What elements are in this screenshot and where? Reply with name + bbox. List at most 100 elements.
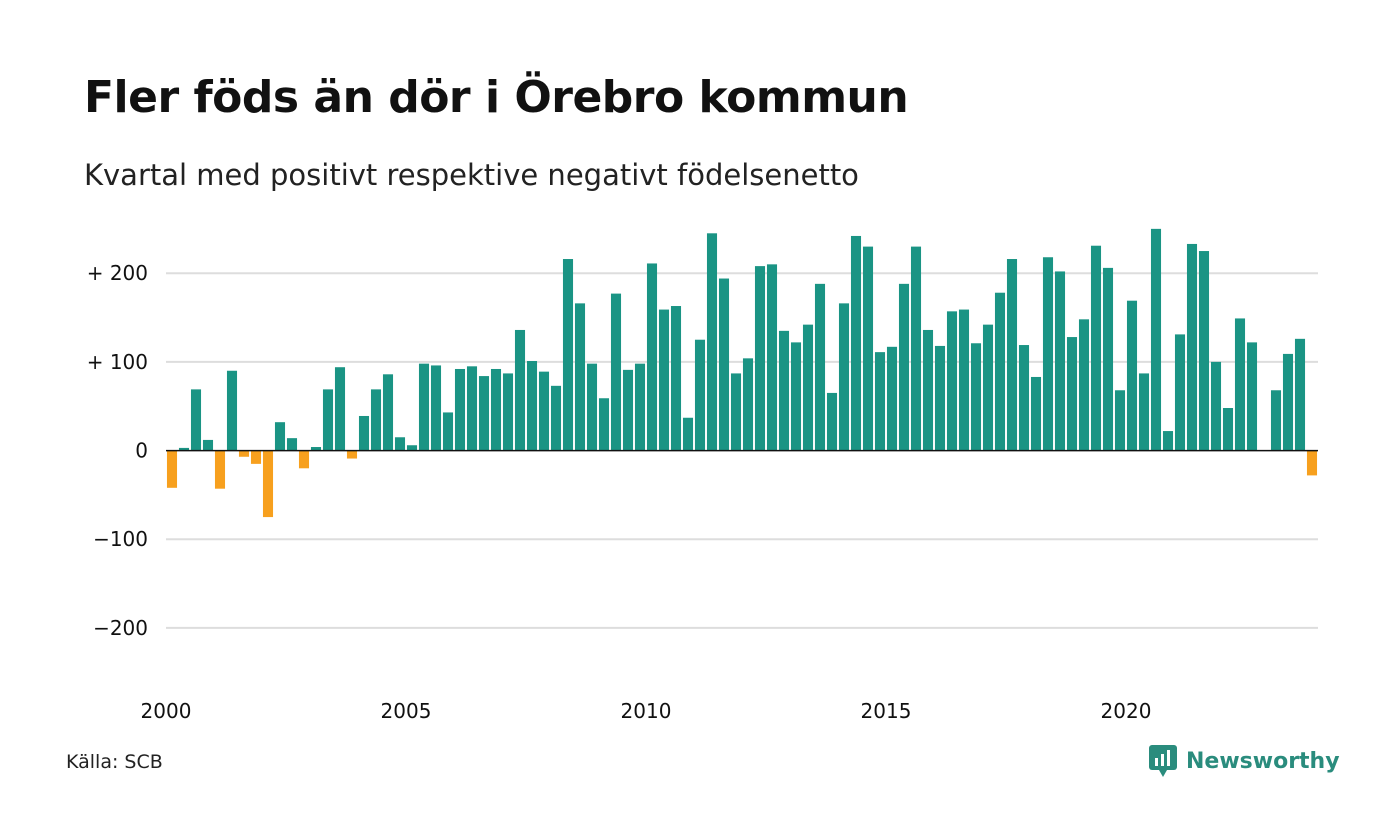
bar-positive bbox=[430, 365, 442, 451]
bar-positive bbox=[178, 447, 190, 451]
bar-chart: + 200 + 100 0 −100 −200 2000 2005 2010 2015 2020 bbox=[87, 228, 1318, 723]
bar-positive bbox=[1294, 338, 1306, 451]
bar-positive bbox=[334, 367, 346, 451]
source-credit: Källa: SCB bbox=[66, 751, 163, 773]
bar-positive bbox=[1186, 243, 1198, 451]
x-tick-label: 2010 bbox=[621, 699, 672, 723]
bar-negative bbox=[166, 450, 178, 488]
bar-positive bbox=[550, 385, 562, 451]
bar-positive bbox=[910, 246, 922, 451]
y-tick-label: + 100 bbox=[87, 350, 148, 374]
bar-positive bbox=[1114, 390, 1126, 451]
bar-positive bbox=[1246, 342, 1258, 451]
bar-positive bbox=[658, 309, 670, 451]
bar-positive bbox=[682, 417, 694, 451]
bar-positive bbox=[538, 371, 550, 451]
bar-positive bbox=[466, 366, 478, 451]
bar-positive bbox=[1054, 271, 1066, 451]
bar-negative bbox=[298, 450, 310, 469]
y-tick-label: + 200 bbox=[87, 261, 148, 285]
bar-positive bbox=[1042, 257, 1054, 451]
bar-positive bbox=[886, 346, 898, 451]
bar-positive bbox=[1198, 251, 1210, 451]
bar-positive bbox=[982, 324, 994, 451]
bar-positive bbox=[526, 361, 538, 451]
bar-positive bbox=[862, 246, 874, 451]
grid-lines bbox=[166, 272, 1318, 629]
bar-positive bbox=[898, 283, 910, 451]
bar-positive bbox=[1210, 361, 1222, 451]
bar-positive bbox=[742, 358, 754, 451]
newsworthy-logo-icon bbox=[1149, 745, 1177, 777]
bar-negative bbox=[214, 450, 226, 489]
bar-positive bbox=[574, 303, 586, 451]
y-tick-label: −200 bbox=[93, 616, 148, 640]
bar-positive bbox=[730, 373, 742, 451]
bar-positive bbox=[1282, 353, 1294, 451]
y-tick-label: 0 bbox=[135, 439, 148, 463]
bar-positive bbox=[718, 278, 730, 451]
bar-positive bbox=[1102, 267, 1114, 451]
bar-positive bbox=[514, 329, 526, 451]
bar-positive bbox=[598, 398, 610, 451]
bar-positive bbox=[358, 415, 370, 451]
bar-positive bbox=[1078, 319, 1090, 451]
bar-positive bbox=[226, 370, 238, 451]
x-tick-label: 2015 bbox=[861, 699, 912, 723]
bar-positive bbox=[670, 306, 682, 451]
y-tick-label: −100 bbox=[93, 527, 148, 551]
axes: + 200 + 100 0 −100 −200 2000 2005 2010 2015 2020 bbox=[87, 261, 1318, 723]
bar-positive bbox=[418, 363, 430, 451]
bar-positive bbox=[370, 389, 382, 451]
bar-positive bbox=[790, 342, 802, 451]
bar-positive bbox=[1162, 431, 1174, 451]
bar-positive bbox=[778, 330, 790, 451]
bar-positive bbox=[274, 422, 286, 451]
bar-positive bbox=[874, 352, 886, 451]
brand-name: Newsworthy bbox=[1186, 748, 1340, 774]
bar-positive bbox=[994, 292, 1006, 451]
bar-negative bbox=[262, 450, 274, 518]
bar-positive bbox=[646, 263, 658, 451]
bar-positive bbox=[442, 412, 454, 451]
x-tick-label: 2020 bbox=[1101, 699, 1152, 723]
bar-positive bbox=[814, 283, 826, 451]
bar-positive bbox=[490, 368, 502, 451]
bar-positive bbox=[286, 438, 298, 451]
bar-positive bbox=[838, 303, 850, 451]
bar-positive bbox=[394, 437, 406, 451]
bar-positive bbox=[322, 389, 334, 451]
bar-positive bbox=[1030, 376, 1042, 451]
bar-positive bbox=[586, 363, 598, 451]
bar-positive bbox=[310, 447, 322, 451]
bar-positive bbox=[754, 266, 766, 451]
bar-positive bbox=[934, 345, 946, 451]
bar-negative bbox=[250, 450, 262, 464]
bar-positive bbox=[202, 439, 214, 451]
bar-positive bbox=[622, 369, 634, 451]
bar-positive bbox=[478, 376, 490, 451]
bar-positive bbox=[766, 264, 778, 451]
bar-positive bbox=[382, 374, 394, 451]
bar-positive bbox=[958, 309, 970, 451]
chart-title: Fler föds än dör i Örebro kommun bbox=[84, 72, 909, 123]
bar-positive bbox=[1066, 337, 1078, 451]
bars bbox=[166, 228, 1318, 518]
bar-positive bbox=[610, 293, 622, 451]
bar-positive bbox=[1174, 334, 1186, 451]
bar-positive bbox=[1138, 373, 1150, 451]
bar-positive bbox=[1222, 408, 1234, 451]
bar-positive bbox=[922, 329, 934, 451]
bar-positive bbox=[406, 445, 418, 451]
bar-positive bbox=[502, 373, 514, 451]
bar-negative bbox=[238, 450, 250, 457]
chart-subtitle: Kvartal med positivt respektive negativt… bbox=[84, 158, 859, 192]
bar-positive bbox=[1126, 300, 1138, 451]
bar-positive bbox=[1270, 390, 1282, 451]
x-tick-label: 2005 bbox=[381, 699, 432, 723]
brand-logo: Newsworthy bbox=[1148, 744, 1340, 778]
bar-positive bbox=[802, 324, 814, 451]
bar-negative bbox=[1306, 450, 1318, 476]
bar-positive bbox=[454, 368, 466, 451]
bar-negative bbox=[346, 450, 358, 459]
